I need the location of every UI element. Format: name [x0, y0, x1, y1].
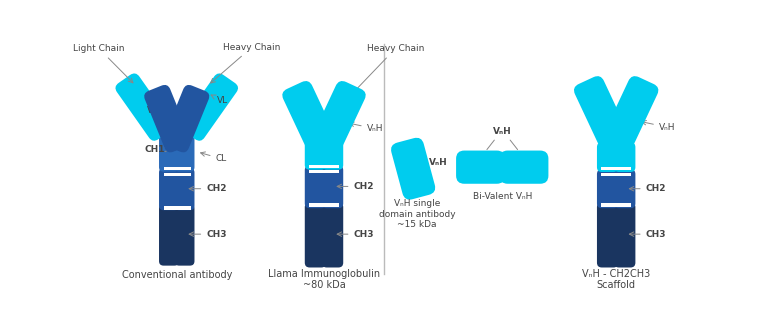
FancyBboxPatch shape — [597, 142, 618, 172]
Text: CH3: CH3 — [629, 230, 666, 239]
Text: Light Chain: Light Chain — [73, 44, 133, 83]
Text: Bi-Valent VₙH: Bi-Valent VₙH — [472, 192, 532, 201]
Text: VₙH: VₙH — [642, 121, 675, 132]
Bar — [309, 170, 339, 173]
Text: Llama Immunoglobulin
~80 kDa: Llama Immunoglobulin ~80 kDa — [268, 269, 380, 290]
Text: CL: CL — [201, 152, 227, 163]
FancyBboxPatch shape — [175, 204, 195, 266]
FancyBboxPatch shape — [311, 81, 365, 156]
FancyBboxPatch shape — [144, 85, 191, 152]
FancyBboxPatch shape — [181, 73, 238, 141]
FancyBboxPatch shape — [163, 85, 209, 152]
Text: VH: VH — [147, 105, 167, 116]
FancyBboxPatch shape — [159, 168, 179, 210]
FancyBboxPatch shape — [175, 168, 195, 210]
Text: CH3: CH3 — [337, 230, 374, 239]
FancyBboxPatch shape — [175, 133, 195, 172]
FancyBboxPatch shape — [614, 202, 636, 267]
FancyBboxPatch shape — [159, 133, 179, 172]
Bar — [601, 173, 631, 176]
Text: Conventional antibody: Conventional antibody — [121, 270, 232, 280]
FancyBboxPatch shape — [574, 76, 630, 153]
FancyBboxPatch shape — [304, 141, 326, 170]
Bar — [309, 165, 339, 168]
Text: VₙH: VₙH — [429, 158, 447, 167]
FancyBboxPatch shape — [282, 81, 338, 156]
FancyBboxPatch shape — [322, 141, 343, 170]
Text: Heavy Chain: Heavy Chain — [338, 44, 424, 108]
FancyBboxPatch shape — [456, 151, 505, 184]
Text: CH2: CH2 — [629, 184, 666, 193]
FancyBboxPatch shape — [500, 151, 549, 184]
Bar — [163, 167, 191, 170]
Text: VₙH single
domain antibody
~15 kDa: VₙH single domain antibody ~15 kDa — [378, 199, 456, 229]
Bar — [163, 206, 191, 209]
Text: Heavy Chain: Heavy Chain — [211, 43, 281, 83]
Bar — [309, 203, 339, 207]
FancyBboxPatch shape — [614, 169, 636, 208]
Text: CH2: CH2 — [337, 182, 374, 191]
Text: VₙH - CH2CH3
Scaffold: VₙH - CH2CH3 Scaffold — [582, 269, 650, 290]
Text: CH2: CH2 — [189, 184, 227, 193]
FancyBboxPatch shape — [602, 76, 658, 153]
Text: CH1: CH1 — [144, 145, 170, 154]
Bar — [163, 173, 191, 176]
FancyBboxPatch shape — [115, 73, 173, 141]
FancyBboxPatch shape — [597, 202, 618, 267]
Text: VL: VL — [211, 95, 228, 106]
Bar — [601, 167, 631, 170]
FancyBboxPatch shape — [614, 142, 636, 172]
Bar — [494, 161, 510, 173]
FancyBboxPatch shape — [159, 204, 179, 266]
FancyBboxPatch shape — [322, 165, 343, 208]
Text: CH3: CH3 — [189, 230, 227, 239]
Bar — [601, 203, 631, 207]
FancyBboxPatch shape — [322, 202, 343, 267]
Text: VₙH: VₙH — [349, 122, 383, 133]
FancyBboxPatch shape — [304, 165, 326, 208]
FancyBboxPatch shape — [597, 169, 618, 208]
FancyBboxPatch shape — [304, 202, 326, 267]
Text: VₙH: VₙH — [493, 127, 512, 136]
FancyBboxPatch shape — [391, 138, 435, 200]
